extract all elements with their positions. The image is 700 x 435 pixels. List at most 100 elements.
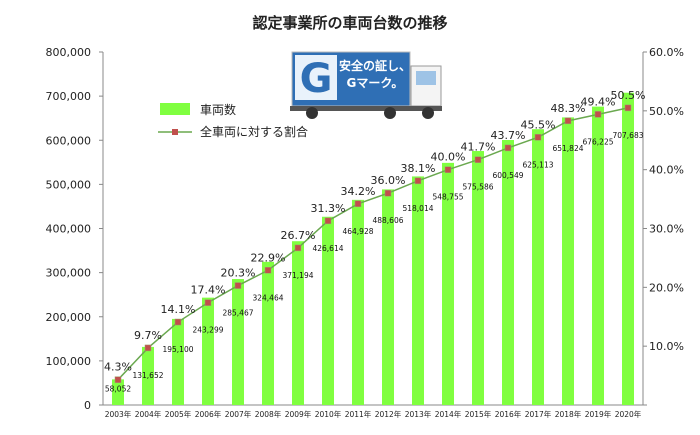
line-series [114,104,632,383]
bar-data-label: 426,614 [312,244,343,253]
bar [382,189,394,405]
ratio-point [624,104,632,112]
ratio-point [144,344,152,352]
right-axis-tick-label: 60.0% [649,46,684,59]
bar [622,92,634,406]
x-axis-tick-label: 2013年 [405,409,432,419]
ratio-point [204,299,212,306]
ratio-data-label: 9.7% [134,329,162,342]
ratio-data-label: 43.7% [491,129,526,142]
bar-data-label: 285,467 [222,309,253,318]
bar [202,297,214,405]
axes: 0 100,000 200,000 300,000 400,000 500,000 600,… [46,46,684,419]
legend-bar-swatch [160,103,190,115]
left-axis-tick-label: 700,000 [46,90,92,103]
bar [142,346,154,405]
x-axis-tick-label: 2003年 [105,409,132,419]
bar-data-label: 324,464 [252,293,283,302]
bar [292,241,304,405]
x-axis-tick-label: 2018年 [555,409,582,419]
bar-data-label: 131,652 [132,371,163,380]
ratio-point [324,217,332,225]
legend-label-ratio: 全車両に対する割合 [200,124,308,139]
bar-data-label: 58,052 [105,384,131,393]
bar-data-label: 676,225 [582,137,613,146]
x-axis-tick-label: 2020年 [615,409,642,419]
bar-data-label: 243,299 [192,326,223,335]
bar [502,140,514,405]
chart-title: 認定事業所の車両台数の推移 [252,14,448,32]
ratio-data-label: 31.3% [311,202,346,215]
bar [232,279,244,405]
bar-series [112,92,634,406]
bar-data-label: 548,755 [432,193,463,202]
x-axis-tick-label: 2010年 [315,409,342,419]
ratio-data-label: 49.4% [581,95,616,108]
ratio-point [174,318,182,326]
x-axis-tick-label: 2011年 [345,409,372,419]
x-axis-tick-label: 2016年 [495,409,522,419]
left-axis-tick-label: 200,000 [46,311,92,324]
ratio-data-label: 40.0% [431,151,466,164]
right-axis-tick-label: 50.0% [649,105,684,118]
left-axis-tick-label: 600,000 [46,134,92,147]
right-axis-tick-label: 10.0% [649,340,684,353]
bar [322,216,334,405]
ratio-data-label: 17.4% [191,284,226,297]
bar-data-label: 371,194 [282,271,313,280]
bar [442,162,454,405]
left-axis-tick-label: 400,000 [46,223,92,236]
truck-slogan-line1: 安全の証し、 [339,58,411,73]
ratio-point [294,244,302,252]
x-axis-tick-label: 2019年 [585,409,612,419]
ratio-data-label: 4.3% [104,361,132,374]
bar [592,106,604,405]
bar [262,261,274,405]
bar-data-label: 625,113 [522,160,553,169]
left-axis-tick-label: 500,000 [46,178,92,191]
ratio-data-label: 26.7% [281,229,316,242]
bar-data-label: 707,683 [612,131,643,140]
x-axis-tick-label: 2014年 [435,409,462,419]
ratio-point [234,282,242,289]
ratio-data-label: 41.7% [461,141,496,154]
bar [352,199,364,405]
ratio-data-label: 20.3% [221,267,256,280]
data-labels: 4.3% 9.7% 14.1% 17.4% 20.3% 22.9% 26.7% 31.3% 34… [104,89,645,393]
ratio-data-label: 34.2% [341,185,376,198]
ratio-data-label: 45.5% [521,118,556,131]
legend-line-marker [172,129,178,135]
ratio-point [414,177,422,185]
bar-data-label: 651,824 [552,144,583,153]
bar [112,379,124,405]
ratio-data-label: 14.1% [161,303,196,316]
left-axis-tick-label: 800,000 [46,46,92,59]
legend-label-vehicles: 車両数 [200,102,236,117]
ratio-point [264,267,272,274]
bar [172,318,184,405]
bar [412,176,424,405]
x-axis-tick-label: 2012年 [375,409,402,419]
ratio-data-label: 38.1% [401,162,436,175]
ratio-point [354,200,362,208]
x-axis-tick-label: 2008年 [255,409,282,419]
right-axis-tick-label: 40.0% [649,164,684,177]
x-axis-tick-label: 2005年 [165,409,192,419]
x-axis-tick-label: 2007年 [225,409,252,419]
x-axis-tick-label: 2015年 [465,409,492,419]
x-axis-tick-label: 2004年 [135,409,162,419]
left-axis-tick-label: 300,000 [46,267,92,280]
bar [472,151,484,405]
left-axis-tick-label: 0 [84,399,91,412]
x-axis-tick-label: 2017年 [525,409,552,419]
bar [532,129,544,405]
ratio-point [534,134,542,141]
ratio-point [504,144,512,152]
bar-data-label: 464,928 [342,227,373,236]
ratio-point [444,166,452,173]
left-axis-tick-label: 100,000 [46,355,92,368]
truck-illustration: G 安全の証し、 Gマーク。 [290,51,442,119]
ratio-point [474,156,482,163]
